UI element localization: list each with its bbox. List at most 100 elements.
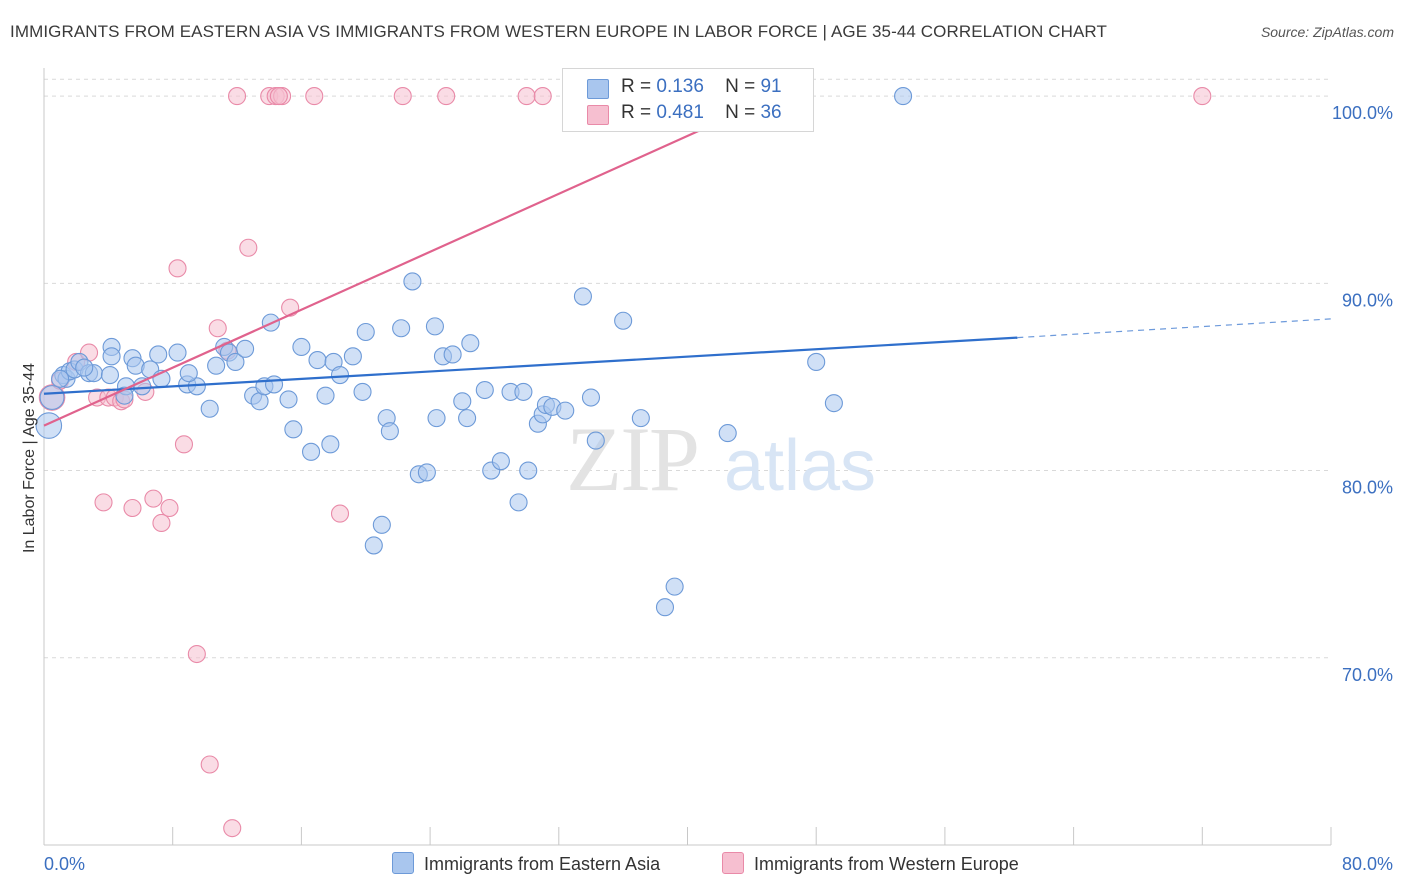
point-eastern-asia	[718, 424, 737, 443]
point-eastern-asia	[453, 392, 472, 411]
point-eastern-asia	[614, 311, 633, 330]
point-eastern-asia	[372, 515, 391, 534]
point-western-europe	[393, 87, 412, 106]
y-tick-labels: 70.0% 80.0% 90.0% 100.0%	[1332, 103, 1393, 685]
point-eastern-asia	[284, 420, 303, 439]
point-eastern-asia	[491, 452, 510, 471]
r-value-eastern-asia: 0.136	[656, 76, 704, 97]
point-eastern-asia	[509, 493, 528, 512]
y-tick-label: 90.0%	[1342, 290, 1393, 310]
point-eastern-asia	[343, 347, 362, 366]
trend-lines	[43, 95, 1332, 427]
point-eastern-asia	[100, 366, 120, 385]
point-western-europe	[330, 504, 350, 523]
point-eastern-asia	[321, 435, 340, 454]
point-eastern-asia	[39, 385, 65, 410]
point-eastern-asia	[425, 317, 444, 336]
n-value-western-europe: 36	[760, 102, 782, 123]
x-tick-labels: 0.0% 80.0%	[44, 854, 1393, 874]
point-eastern-asia	[417, 463, 436, 482]
point-eastern-asia	[458, 409, 477, 428]
point-eastern-asia	[475, 380, 494, 400]
legend-item-eastern-asia: Immigrants from Eastern Asia	[392, 852, 660, 875]
point-western-europe	[174, 435, 194, 454]
point-eastern-asia	[236, 339, 255, 358]
point-western-europe	[200, 755, 219, 774]
point-eastern-asia	[207, 356, 226, 375]
watermark-atlas: atlas	[724, 426, 876, 506]
r-value-western-europe: 0.481	[656, 102, 704, 123]
n-label: N =	[725, 76, 756, 97]
point-western-europe	[437, 87, 456, 106]
point-eastern-asia	[461, 334, 480, 353]
point-eastern-asia	[573, 287, 592, 306]
blue-swatch	[587, 79, 609, 99]
point-eastern-asia	[807, 352, 826, 371]
point-eastern-asia	[403, 272, 422, 291]
point-eastern-asia	[824, 394, 843, 413]
point-eastern-asia	[279, 390, 298, 409]
correlation-legend: R = 0.136 N = 91 R = 0.481 N = 36	[562, 68, 814, 132]
point-eastern-asia	[168, 343, 187, 362]
point-western-europe	[228, 87, 247, 106]
point-eastern-asia	[655, 598, 675, 617]
source-credit: Source: ZipAtlas.com	[1260, 24, 1394, 40]
point-eastern-asia	[364, 536, 383, 555]
point-eastern-asia	[308, 351, 327, 370]
trend-line-eastern-asia	[43, 336, 1018, 395]
watermark: ZIP atlas	[566, 408, 876, 510]
point-eastern-asia	[200, 399, 219, 418]
watermark-zip: ZIP	[566, 408, 698, 510]
point-eastern-asia	[380, 422, 399, 441]
n-value-eastern-asia: 91	[760, 76, 782, 97]
point-eastern-asia	[51, 369, 70, 388]
point-western-europe	[187, 644, 206, 664]
y-tick-label: 100.0%	[1332, 103, 1393, 123]
y-tick-label: 70.0%	[1342, 665, 1393, 685]
point-western-europe	[269, 87, 288, 106]
pink-swatch	[722, 852, 744, 874]
r-label: R =	[621, 76, 652, 97]
legend-label-eastern-asia: Immigrants from Eastern Asia	[424, 854, 661, 874]
point-western-europe	[168, 259, 187, 278]
point-western-europe	[123, 498, 142, 518]
n-label: N =	[725, 102, 756, 123]
point-eastern-asia	[149, 345, 168, 364]
point-eastern-asia	[226, 352, 245, 371]
point-eastern-asia	[586, 431, 605, 450]
x-tick-label: 0.0%	[44, 854, 85, 874]
point-eastern-asia	[894, 87, 913, 106]
point-eastern-asia	[427, 409, 446, 428]
axes	[43, 68, 1332, 846]
point-western-europe	[94, 493, 113, 512]
point-eastern-asia	[292, 337, 311, 357]
point-eastern-asia	[316, 386, 335, 405]
point-eastern-asia	[75, 358, 94, 377]
point-western-europe	[533, 87, 552, 106]
point-western-europe	[223, 819, 242, 838]
pink-swatch	[587, 105, 609, 125]
point-eastern-asia	[353, 382, 372, 401]
point-eastern-asia	[392, 319, 411, 338]
point-eastern-asia	[665, 577, 684, 596]
point-western-europe	[208, 319, 227, 338]
point-eastern-asia	[519, 461, 538, 480]
point-eastern-asia	[35, 412, 63, 439]
point-western-europe	[144, 489, 163, 508]
point-western-europe	[152, 513, 171, 533]
point-eastern-asia	[556, 401, 575, 420]
trend-line-western-europe	[43, 95, 777, 427]
point-eastern-asia	[631, 409, 650, 428]
point-eastern-asia	[265, 375, 284, 394]
point-eastern-asia	[514, 382, 533, 401]
r-label: R =	[621, 102, 652, 123]
point-eastern-asia	[581, 388, 601, 407]
point-western-europe	[1193, 87, 1212, 106]
point-eastern-asia	[356, 322, 375, 342]
x-tick-label: 80.0%	[1342, 854, 1393, 874]
point-western-europe	[305, 87, 324, 106]
point-eastern-asia	[443, 345, 462, 364]
y-axis-label: In Labor Force | Age 35-44	[21, 362, 38, 554]
point-eastern-asia	[330, 366, 350, 385]
